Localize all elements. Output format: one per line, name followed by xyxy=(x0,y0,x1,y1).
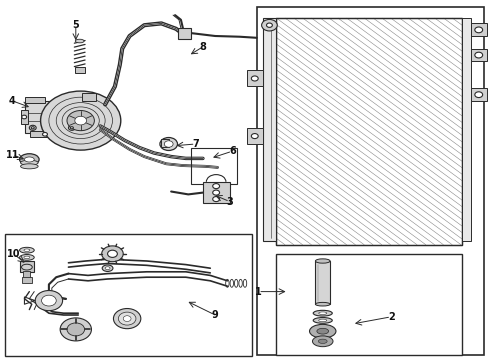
Bar xyxy=(25,97,45,103)
Ellipse shape xyxy=(318,312,326,315)
Text: 4: 4 xyxy=(9,96,16,106)
Ellipse shape xyxy=(20,160,38,165)
Circle shape xyxy=(123,316,131,321)
Circle shape xyxy=(75,116,86,125)
Circle shape xyxy=(102,246,123,262)
Bar xyxy=(178,28,191,39)
Circle shape xyxy=(212,184,219,189)
Circle shape xyxy=(31,127,34,129)
Ellipse shape xyxy=(102,265,113,271)
Ellipse shape xyxy=(24,256,30,258)
Circle shape xyxy=(212,190,219,195)
Text: 2: 2 xyxy=(387,312,394,322)
Circle shape xyxy=(70,127,73,129)
Ellipse shape xyxy=(20,255,34,260)
Ellipse shape xyxy=(20,247,34,253)
Circle shape xyxy=(67,323,84,336)
Ellipse shape xyxy=(20,154,39,165)
Text: 8: 8 xyxy=(199,42,206,52)
Ellipse shape xyxy=(315,302,329,306)
Ellipse shape xyxy=(20,164,38,169)
Text: 1: 1 xyxy=(254,287,261,297)
Circle shape xyxy=(266,23,272,27)
Text: 7: 7 xyxy=(192,139,199,149)
Ellipse shape xyxy=(75,39,84,43)
Text: 11: 11 xyxy=(5,150,19,160)
Bar xyxy=(256,7,483,355)
Bar xyxy=(276,18,461,245)
Bar xyxy=(5,234,251,356)
Ellipse shape xyxy=(312,336,332,347)
Circle shape xyxy=(251,76,258,81)
Bar xyxy=(203,182,229,203)
Bar xyxy=(262,18,276,241)
Circle shape xyxy=(474,92,482,98)
Circle shape xyxy=(160,138,177,150)
Text: 3: 3 xyxy=(226,197,233,207)
Ellipse shape xyxy=(318,339,326,343)
Circle shape xyxy=(21,115,26,119)
Bar xyxy=(21,277,32,283)
Circle shape xyxy=(251,134,258,139)
Ellipse shape xyxy=(21,264,32,270)
Circle shape xyxy=(474,52,482,58)
Bar xyxy=(315,261,329,304)
Ellipse shape xyxy=(312,318,331,323)
Ellipse shape xyxy=(316,328,328,334)
Ellipse shape xyxy=(315,259,329,263)
Circle shape xyxy=(118,312,136,325)
Bar xyxy=(470,49,486,61)
Circle shape xyxy=(35,291,62,311)
Circle shape xyxy=(113,309,141,329)
Bar xyxy=(470,88,486,101)
Circle shape xyxy=(42,132,47,136)
Circle shape xyxy=(164,141,173,147)
Bar xyxy=(461,18,470,241)
Bar xyxy=(82,93,96,101)
Bar xyxy=(23,271,30,278)
Ellipse shape xyxy=(309,324,335,338)
Bar xyxy=(75,67,85,73)
Bar xyxy=(246,70,262,86)
Bar xyxy=(190,148,237,184)
Bar xyxy=(161,139,168,147)
Bar xyxy=(276,254,461,355)
Circle shape xyxy=(474,27,482,33)
Circle shape xyxy=(67,111,94,131)
Text: 10: 10 xyxy=(7,249,20,259)
Ellipse shape xyxy=(105,267,110,270)
Circle shape xyxy=(68,125,75,130)
Bar xyxy=(30,131,60,137)
Circle shape xyxy=(107,250,117,257)
Ellipse shape xyxy=(312,310,331,316)
Text: 6: 6 xyxy=(228,146,235,156)
Bar xyxy=(20,261,34,272)
Circle shape xyxy=(41,295,56,306)
Circle shape xyxy=(212,197,219,202)
Bar xyxy=(276,18,461,245)
Text: 5: 5 xyxy=(72,20,79,30)
Bar xyxy=(20,110,28,124)
Ellipse shape xyxy=(318,319,326,322)
Circle shape xyxy=(60,318,91,341)
Bar xyxy=(25,101,84,133)
Text: 9: 9 xyxy=(211,310,218,320)
Ellipse shape xyxy=(24,249,30,251)
Circle shape xyxy=(29,125,36,130)
Circle shape xyxy=(261,19,277,31)
Bar xyxy=(470,23,486,36)
Circle shape xyxy=(41,91,121,150)
Bar xyxy=(246,128,262,144)
Ellipse shape xyxy=(24,157,34,162)
